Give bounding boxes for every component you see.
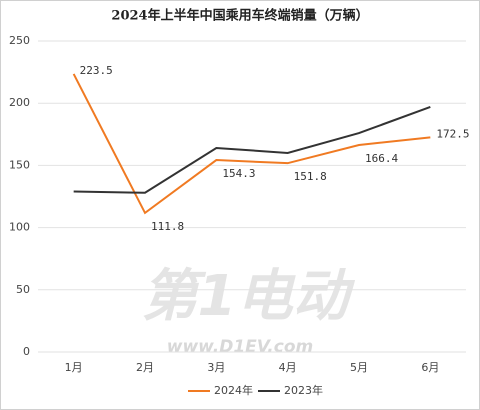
x-tick-label: 5月 — [350, 361, 368, 374]
watermark: 第1电动 — [142, 264, 356, 329]
y-tick-label: 50 — [16, 283, 30, 296]
x-tick-label: 6月 — [421, 361, 439, 374]
chart-title: 2024年上半年中国乘用车终端销量（万辆） — [111, 8, 368, 24]
value-label: 111.8 — [151, 220, 184, 233]
value-label: 154.3 — [222, 167, 255, 180]
y-tick-label: 250 — [9, 34, 30, 47]
value-label: 223.5 — [80, 64, 113, 77]
y-tick-label: 100 — [9, 221, 30, 234]
watermark-url: www.D1EV.com — [167, 337, 313, 357]
x-tick-label: 2月 — [136, 361, 154, 374]
legend-label: 2024年 — [214, 383, 253, 397]
value-label: 151.8 — [294, 170, 327, 183]
x-tick-label: 4月 — [279, 361, 297, 374]
y-tick-label: 150 — [9, 158, 30, 171]
value-label: 172.5 — [436, 127, 469, 140]
y-tick-label: 0 — [23, 345, 30, 358]
series-line — [72, 73, 431, 215]
series-line — [73, 105, 431, 194]
legend-label: 2023年 — [284, 383, 323, 397]
value-label: 166.4 — [365, 152, 398, 165]
x-tick-label: 1月 — [65, 361, 83, 374]
y-tick-label: 200 — [9, 96, 30, 109]
x-tick-label: 3月 — [207, 361, 225, 374]
